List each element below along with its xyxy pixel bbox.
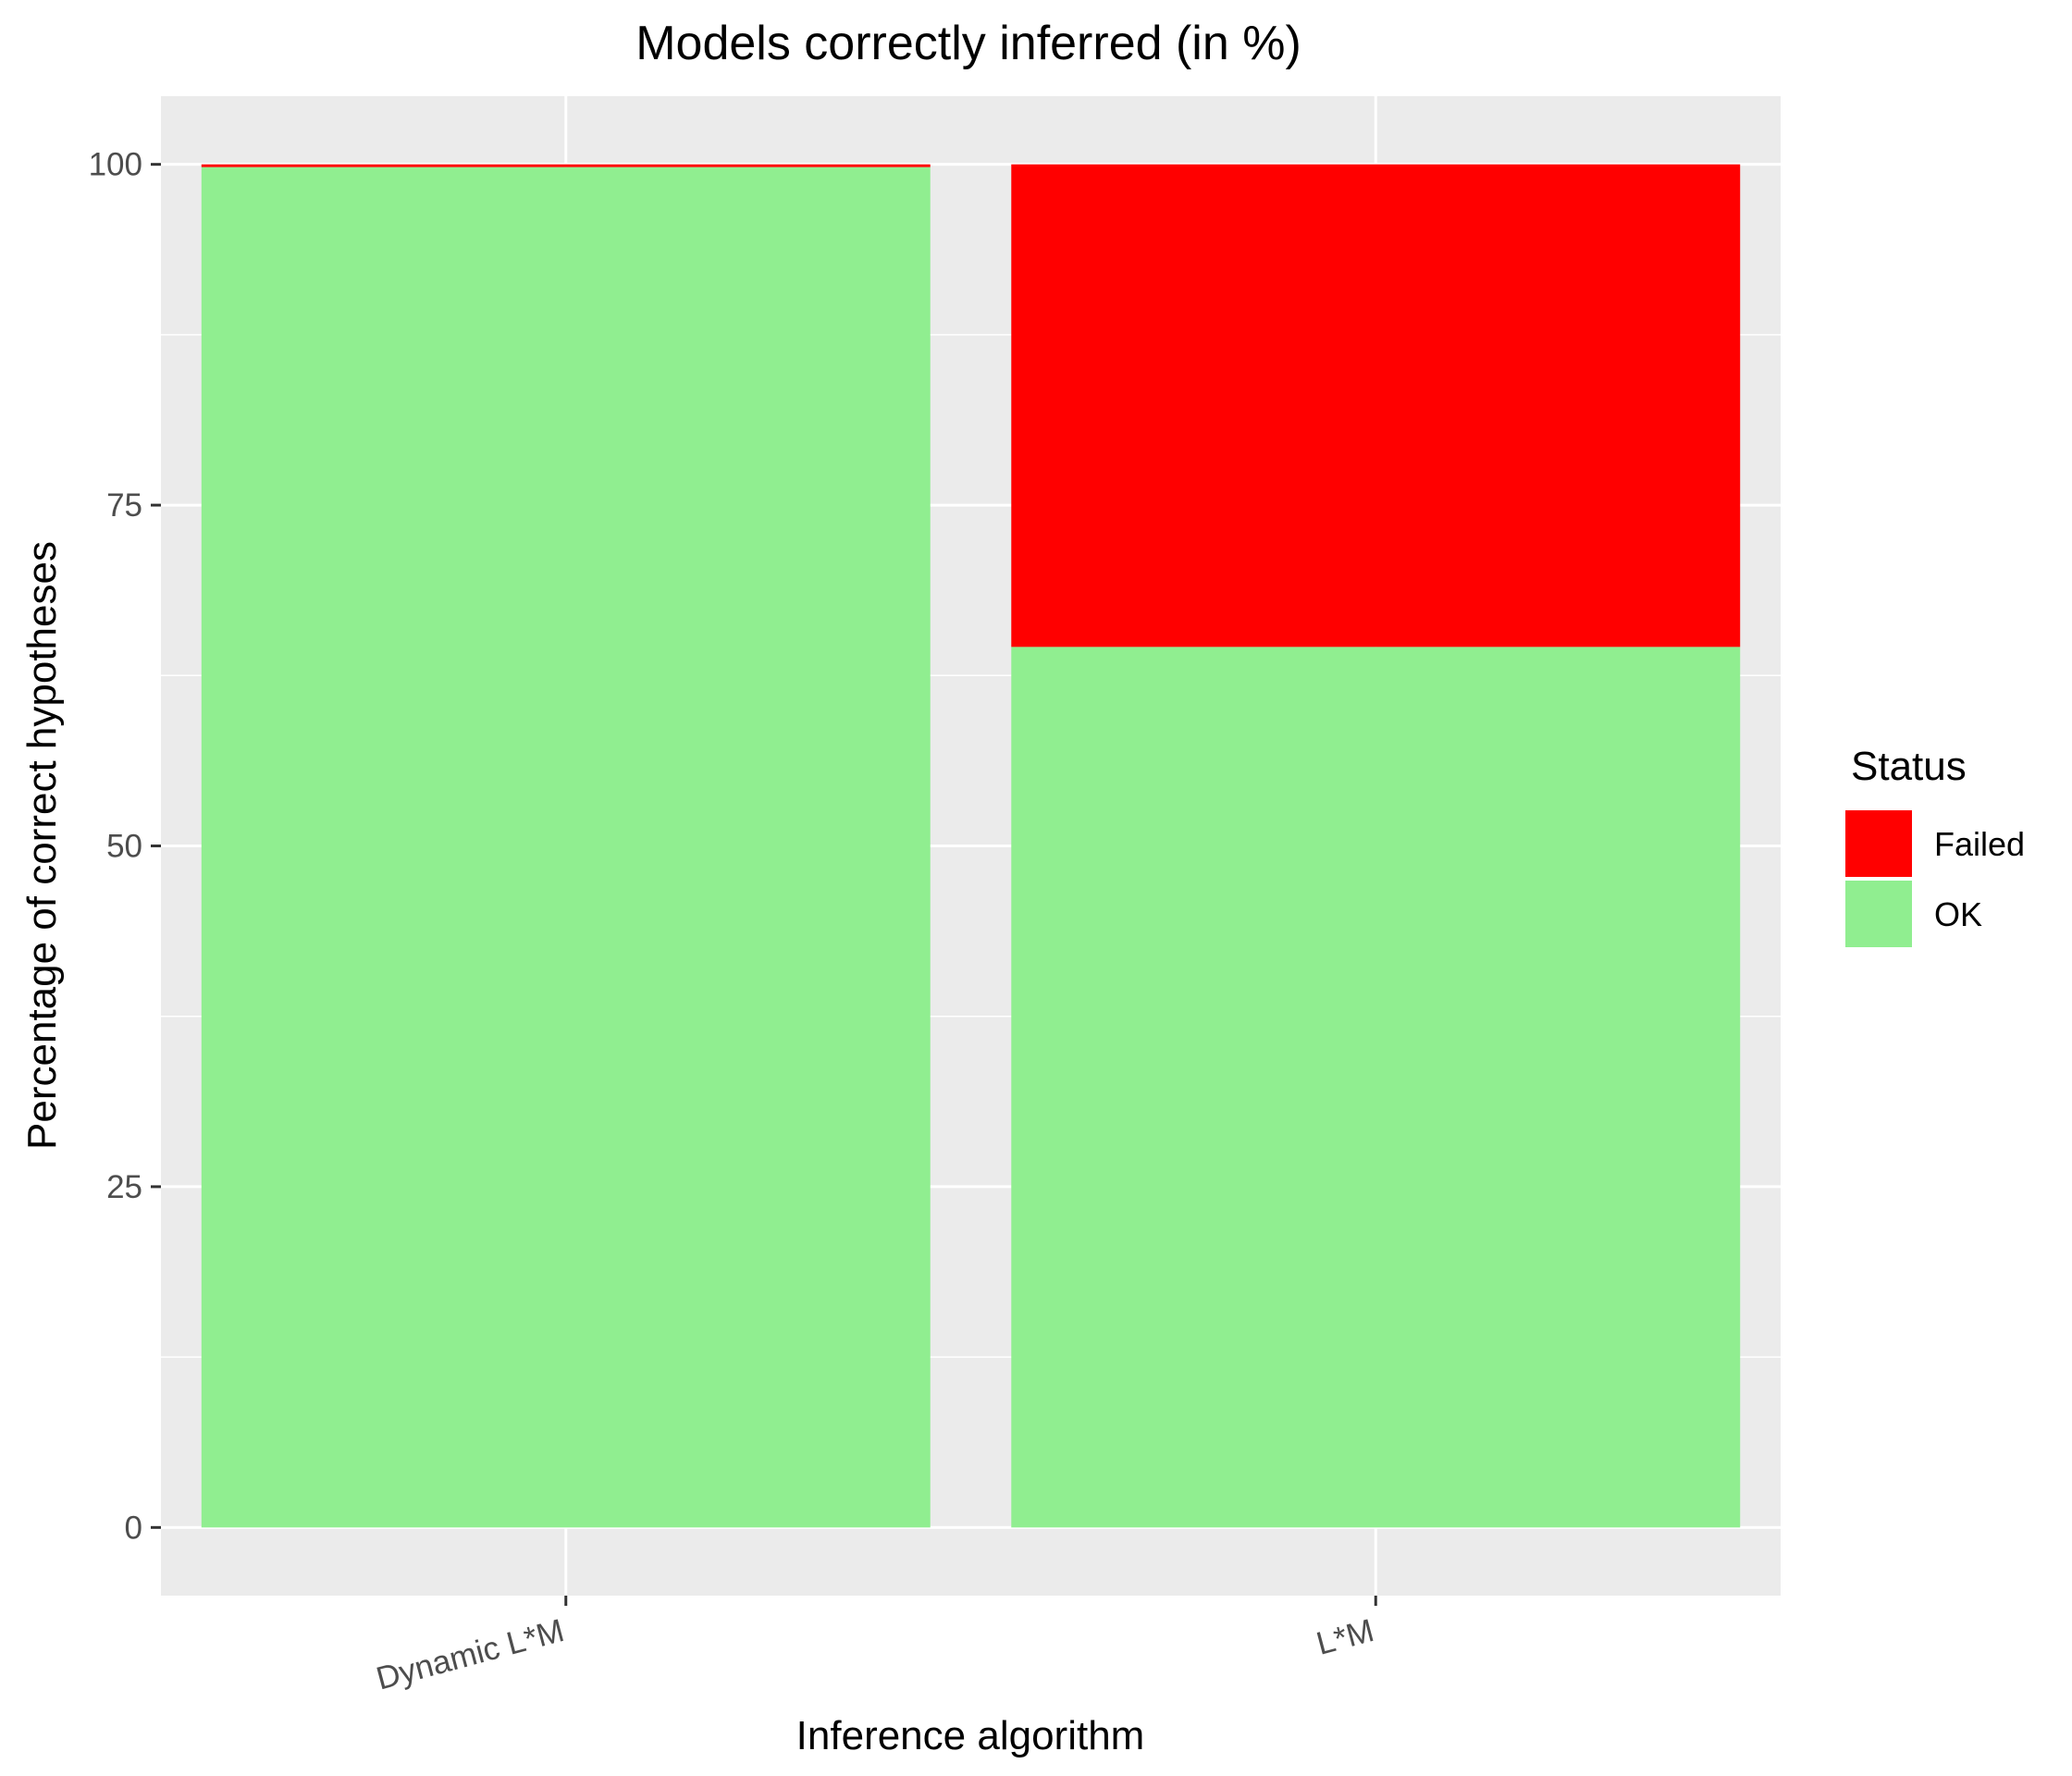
y-tick-label: 100 xyxy=(89,147,142,183)
legend-entries: Failed OK xyxy=(1845,810,2025,947)
legend-label-ok: OK xyxy=(1934,895,1982,933)
bar-failed-2 xyxy=(1011,164,1741,648)
bar-ok-2 xyxy=(1011,647,1741,1528)
bars xyxy=(201,164,1741,1528)
bar-failed-1 xyxy=(201,164,931,167)
y-tick-label: 0 xyxy=(125,1510,142,1546)
legend: Status Failed OK xyxy=(1845,744,2025,947)
chart-title: Models correctly inferred (in %) xyxy=(635,17,1301,70)
x-axis-title: Inference algorithm xyxy=(796,1713,1145,1758)
legend-title: Status xyxy=(1851,744,1967,789)
y-axis: 0 25 50 75 100 xyxy=(89,147,161,1546)
y-tick-label: 50 xyxy=(106,829,142,865)
legend-key-ok xyxy=(1845,881,1912,947)
legend-key-failed xyxy=(1845,810,1912,877)
legend-label-failed: Failed xyxy=(1934,825,2025,863)
y-axis-title: Percentage of correct hypotheses xyxy=(19,541,65,1150)
bar-ok-1 xyxy=(201,166,931,1528)
y-tick-label: 75 xyxy=(106,487,142,524)
y-tick-label: 25 xyxy=(106,1169,142,1205)
